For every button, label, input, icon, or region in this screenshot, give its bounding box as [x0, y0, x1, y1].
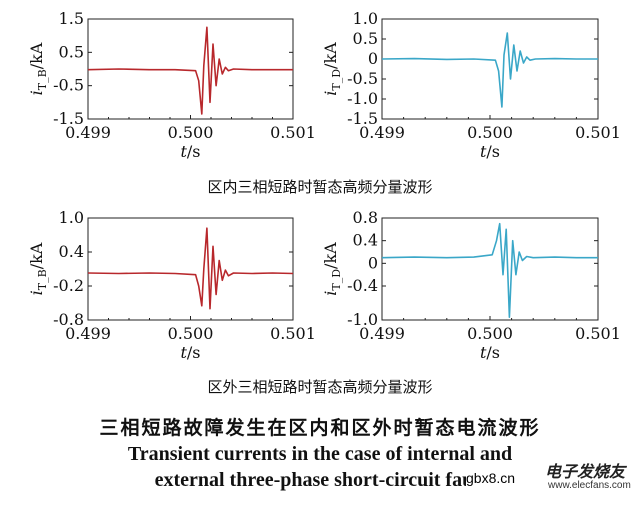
watermark-site: gbx8.cn: [466, 470, 516, 486]
chart-bottom-left-ylabel: iT_B/kA: [27, 242, 49, 295]
chart-bottom-left-xlabel: t/s: [180, 343, 200, 362]
chart-bottom-left-frame: [87, 217, 294, 321]
chart-top-right-ytick-label: 0: [368, 49, 378, 68]
watermark-url: www.elecfans.com: [548, 480, 631, 491]
chart-bottom-right-xtick-label: 0.500: [467, 324, 513, 343]
chart-bottom-right-ytick-label: -1.0: [347, 310, 378, 329]
chart-top-right-ytick-label: -1.5: [347, 109, 378, 128]
chart-top-right-xtick-label: 0.500: [467, 123, 513, 142]
chart-top-right-series-line: [381, 32, 598, 108]
chart-bottom-right-ytick-label: -0.4: [347, 276, 378, 295]
chart-top-left-ytick-label: 0.5: [59, 42, 84, 61]
chart-bottom-right-ytick-label: 0: [368, 253, 378, 272]
chart-top-left-xlabel: t/s: [180, 142, 200, 161]
chart-top-right-xlabel: t/s: [480, 142, 500, 161]
chart-bottom-right-xtick-label: 0.501: [575, 324, 621, 343]
chart-bottom-right-series-line: [381, 222, 598, 319]
chart-top-right-ytick-label: -0.5: [347, 69, 378, 88]
caption-internal: 区内三相短路时暂态高频分量波形: [207, 178, 433, 196]
chart-top-right-ytick-label: -1.0: [347, 89, 378, 108]
chart-top-left-xtick-label: 0.499: [65, 123, 111, 142]
chart-bottom-right-ytick-label: 0.8: [353, 208, 378, 227]
chart-bottom-left-xtick-label: 0.499: [65, 324, 111, 343]
chart-top-left-xtick-label: 0.501: [270, 123, 316, 142]
caption-external: 区外三相短路时暂态高频分量波形: [207, 378, 433, 396]
chart-bottom-left-xtick-label: 0.500: [168, 324, 214, 343]
chart-bottom-left-ytick-label: 0.4: [59, 242, 84, 261]
chart-bottom-right-frame: [381, 217, 599, 321]
chart-bottom-left-ytick-label: 1.0: [59, 208, 84, 227]
chart-top-left-ytick-label: 1.5: [59, 9, 84, 28]
chart-top-left-ytick-label: -0.5: [53, 76, 84, 95]
watermark-logo-text: 电子发烧友: [545, 464, 626, 481]
chart-top-left-xtick-label: 0.500: [168, 123, 214, 142]
chart-bottom-right-xlabel: t/s: [480, 343, 500, 362]
chart-bottom-left-ytick-label: -0.2: [53, 276, 84, 295]
caption-main-en-line1: Transient currents in the case of intern…: [127, 443, 513, 465]
chart-bottom-left-xtick-label: 0.501: [270, 324, 316, 343]
chart-top-right-xtick-label: 0.501: [575, 123, 621, 142]
chart-top-left-ytick-label: -1.5: [53, 109, 84, 128]
chart-top-right-frame: [381, 18, 599, 120]
chart-top-right-ytick-label: 0.5: [353, 29, 378, 48]
chart-top-left-ylabel: iT_B/kA: [27, 42, 49, 95]
caption-main-en-line2: external three-phase short-circuit fault: [154, 469, 486, 491]
caption-main-zh: 三相短路故障发生在区内和区外时暂态电流波形: [99, 417, 541, 439]
chart-bottom-left-ytick-label: -0.8: [53, 310, 84, 329]
chart-bottom-right-ytick-label: 0.4: [353, 231, 378, 250]
chart-bottom-left-series-line: [87, 227, 294, 310]
chart-bottom-right-xtick-label: 0.499: [359, 324, 405, 343]
chart-bottom-right-ylabel: iT_D/kA: [321, 242, 343, 296]
chart-top-right-ytick-label: 1.0: [353, 9, 378, 28]
chart-top-right-ylabel: iT_D/kA: [321, 42, 343, 96]
chart-top-right-xtick-label: 0.499: [359, 123, 405, 142]
chart-top-left-series-line: [87, 26, 293, 115]
